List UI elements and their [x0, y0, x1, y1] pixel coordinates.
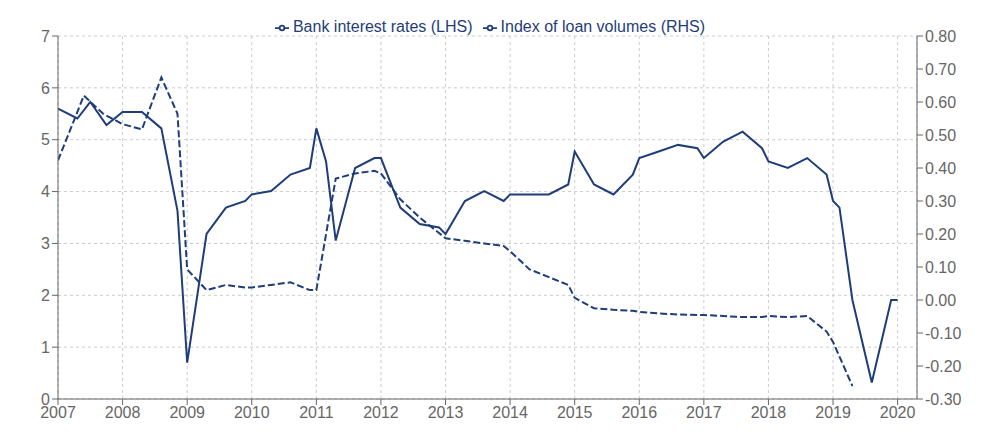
- svg-text:1: 1: [41, 339, 50, 356]
- html-text:Bank interest rates (LHS): Bank interest rates (LHS): [292, 18, 473, 35]
- svg-text:2012: 2012: [363, 404, 399, 421]
- svg-text:0.10: 0.10: [925, 259, 956, 276]
- svg-text:0.00: 0.00: [925, 292, 956, 309]
- svg-text:7: 7: [41, 28, 50, 45]
- svg-text:2017: 2017: [686, 404, 722, 421]
- svg-text:4: 4: [41, 183, 50, 200]
- svg-text:0.50: 0.50: [925, 127, 956, 144]
- svg-text:-0.10: -0.10: [925, 325, 962, 342]
- svg-text:2008: 2008: [105, 404, 141, 421]
- svg-text:0.40: 0.40: [925, 160, 956, 177]
- svg-text:2: 2: [41, 287, 50, 304]
- svg-text:-0.30: -0.30: [925, 391, 962, 408]
- svg-text:0.70: 0.70: [925, 61, 956, 78]
- svg-text:2016: 2016: [621, 404, 657, 421]
- html-text:Index of loan volumes (RHS): Index of loan volumes (RHS): [500, 18, 706, 35]
- svg-text:0.60: 0.60: [925, 94, 956, 111]
- svg-text:-0.20: -0.20: [925, 358, 962, 375]
- svg-text:5: 5: [41, 131, 50, 148]
- svg-text:2018: 2018: [751, 404, 787, 421]
- svg-text:2020: 2020: [880, 404, 916, 421]
- svg-text:0.80: 0.80: [925, 28, 956, 45]
- svg-text:2009: 2009: [169, 404, 205, 421]
- svg-text:2019: 2019: [815, 404, 851, 421]
- svg-text:2013: 2013: [428, 404, 464, 421]
- svg-text:2014: 2014: [492, 404, 528, 421]
- svg-text:2015: 2015: [557, 404, 593, 421]
- svg-text:0.20: 0.20: [925, 226, 956, 243]
- svg-text:2007: 2007: [40, 404, 76, 422]
- svg-text:0: 0: [41, 391, 50, 408]
- svg-text:2010: 2010: [234, 404, 270, 421]
- svg-text:0.30: 0.30: [925, 193, 956, 210]
- svg-text:3: 3: [41, 235, 50, 252]
- svg-text:6: 6: [41, 80, 50, 97]
- svg-text:2011: 2011: [299, 404, 334, 421]
